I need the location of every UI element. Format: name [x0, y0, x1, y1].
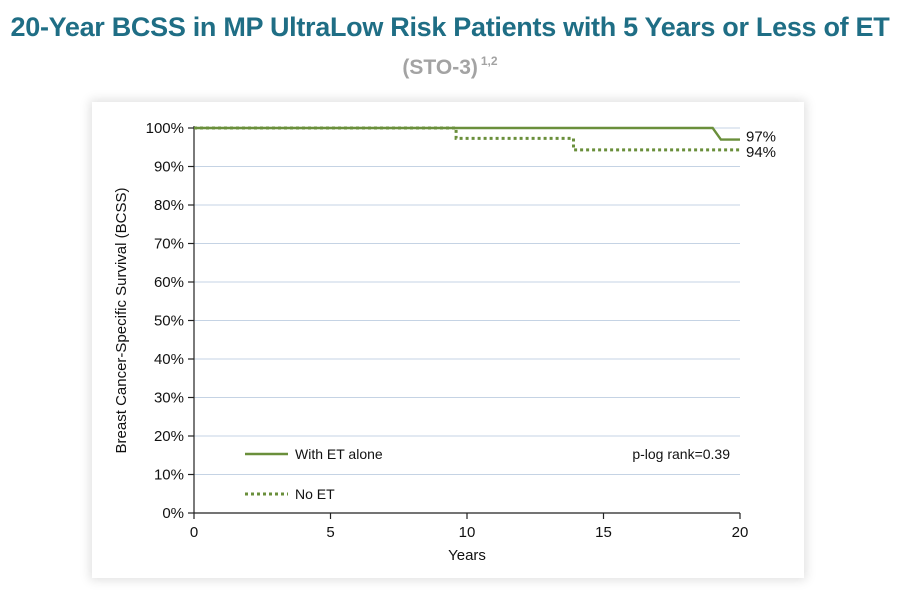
x-tick-label: 5: [326, 524, 334, 541]
x-axis-label: Years: [448, 547, 486, 564]
gridlines: [194, 127, 740, 475]
y-tick-label: 40%: [154, 351, 184, 368]
chart-panel: 0% 10% 20% 30% 40% 50% 60% 70% 80% 90% 100% 0 5 10 15…: [92, 102, 804, 578]
legend-label: With ET alone: [295, 446, 383, 462]
subtitle-text: (STO-3): [402, 56, 478, 79]
page-subtitle: (STO-3) 1,2: [0, 54, 900, 80]
series-end-label: 94%: [746, 144, 776, 161]
y-tick-label: 100%: [146, 120, 184, 137]
legend-label: No ET: [295, 486, 335, 502]
y-tick-label: 90%: [154, 159, 184, 176]
x-tick-label: 10: [459, 524, 476, 541]
y-tick-labels: 0% 10% 20% 30% 40% 50% 60% 70% 80% 90% 100%: [146, 120, 184, 522]
x-tick-label: 15: [595, 524, 612, 541]
y-tick-label: 80%: [154, 197, 184, 214]
km-survival-chart: 0% 10% 20% 30% 40% 50% 60% 70% 80% 90% 100% 0 5 10 15…: [113, 120, 776, 564]
axes: [188, 126, 741, 519]
y-tick-label: 50%: [154, 313, 184, 330]
x-tick-label: 0: [190, 524, 198, 541]
y-tick-label: 0%: [162, 505, 184, 522]
y-tick-label: 10%: [154, 467, 184, 484]
series-line-no-et: [194, 126, 740, 152]
y-tick-label: 30%: [154, 390, 184, 407]
x-tick-label: 20: [732, 524, 749, 541]
y-axis-label: Breast Cancer-Specific Survival (BCSS): [113, 188, 130, 454]
page-title: 20-Year BCSS in MP UltraLow Risk Patient…: [10, 12, 890, 42]
legend: With ET alone No ET: [245, 446, 383, 502]
y-tick-label: 70%: [154, 236, 184, 253]
y-tick-label: 20%: [154, 428, 184, 445]
x-tick-labels: 0 5 10 15 20: [190, 524, 749, 541]
series-end-label: 97%: [746, 129, 776, 146]
series-lines: 97%94%: [194, 126, 776, 161]
subtitle-references: 1,2: [480, 54, 498, 68]
p-value-annotation: p-log rank=0.39: [632, 446, 730, 462]
y-tick-label: 60%: [154, 274, 184, 291]
